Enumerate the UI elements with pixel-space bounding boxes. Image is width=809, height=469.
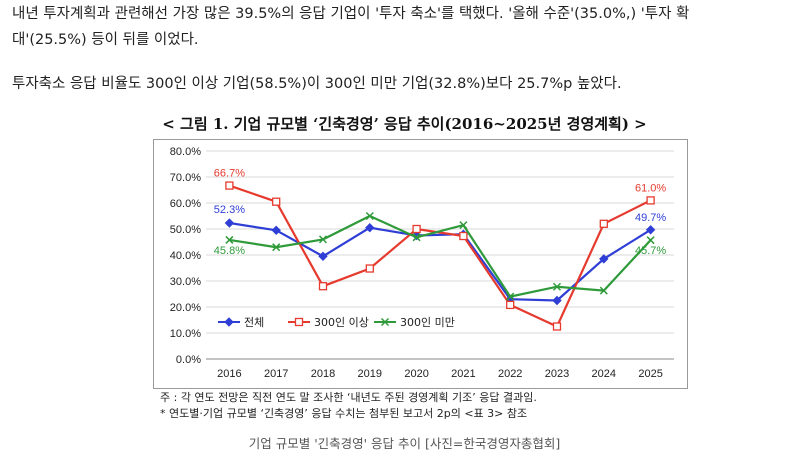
data-label: 61.0% <box>635 182 666 194</box>
y-tick-label: 40.0% <box>170 250 201 262</box>
x-tick-label: 2023 <box>545 368 569 380</box>
data-point-x <box>552 282 562 291</box>
figure-title: < 그림 1. 기업 규모별 ‘긴축경영’ 응답 추이(2016~2025년 경… <box>162 115 647 133</box>
x-tick-label: 2018 <box>311 368 335 380</box>
data-point-square <box>294 317 304 327</box>
data-point-square <box>552 322 562 331</box>
x-tick-label: 2022 <box>498 368 522 380</box>
data-point-diamond <box>552 295 562 306</box>
y-tick-label: 20.0% <box>170 302 201 314</box>
x-tick-label: 2019 <box>358 368 382 380</box>
data-point-x <box>506 292 515 301</box>
article-paragraph-1-line-2: 대'(25.5%) 등이 뒤를 이었다. <box>12 32 199 48</box>
data-label: 45.8% <box>214 245 245 257</box>
data-label: 66.7% <box>214 168 245 180</box>
x-tick-label: 2017 <box>264 368 288 380</box>
y-tick-label: 70.0% <box>170 172 201 184</box>
figure-note: 주 : 각 연도 전망은 직전 연도 말 조사한 ‘내년도 주된 경영계획 기조… <box>160 391 537 404</box>
x-tick-label: 2025 <box>638 368 662 380</box>
image-caption: 기업 규모별 '긴축경영' 응답 추이 [사진=한국경영자총협회] <box>248 436 561 451</box>
y-tick-label: 0.0% <box>176 354 201 366</box>
y-tick-label: 50.0% <box>170 224 201 236</box>
chart-frame: 0.0% 10.0% 20.0% 30.0% 40.0% 50.0% 60.0% 70.0% 8… <box>153 139 688 389</box>
data-point-diamond <box>365 222 375 233</box>
data-point-diamond <box>271 225 281 236</box>
data-point-x <box>272 243 281 252</box>
x-tick-label: 2016 <box>217 368 241 380</box>
legend-label: 전체 <box>244 316 264 329</box>
data-point-square <box>646 196 655 205</box>
data-point-x <box>412 233 421 242</box>
x-tick-label: 2024 <box>592 368 616 380</box>
x-tick-label: 2020 <box>404 368 428 380</box>
data-point-x <box>318 235 328 244</box>
data-label: 45.7% <box>635 245 666 257</box>
data-point-x <box>380 317 390 327</box>
series-line <box>229 214 652 298</box>
data-point-diamond <box>224 218 235 228</box>
y-tick-label: 10.0% <box>170 328 201 340</box>
series-line <box>229 184 652 328</box>
line-chart: 0.0% 10.0% 20.0% 30.0% 40.0% 50.0% 60.0% 70.0% 8… <box>170 146 674 380</box>
data-point-diamond <box>224 317 234 327</box>
x-tick-label: 2021 <box>451 368 475 380</box>
data-point-x <box>459 221 468 230</box>
data-point-square <box>272 197 281 206</box>
data-point-square <box>459 231 468 241</box>
data-point-square <box>225 181 234 190</box>
y-tick-label: 80.0% <box>170 146 201 158</box>
data-point-square <box>506 300 515 310</box>
data-label: 52.3% <box>214 204 245 216</box>
legend-label: 300인 이상 <box>314 316 369 329</box>
data-point-square <box>318 282 328 291</box>
article-paragraph-2: 투자축소 응답 비율도 300인 이상 기업(58.5%)이 300인 미만 기… <box>12 76 622 92</box>
y-tick-label: 60.0% <box>170 198 201 210</box>
data-point-square <box>365 264 374 273</box>
y-tick-label: 30.0% <box>170 276 201 288</box>
data-point-diamond <box>318 251 328 262</box>
legend-label: 300인 미만 <box>400 316 455 329</box>
data-point-diamond <box>599 254 609 264</box>
data-label: 49.7% <box>635 212 666 224</box>
data-point-x <box>646 236 655 245</box>
data-point-x <box>225 235 234 244</box>
data-point-square <box>412 224 421 234</box>
data-point-diamond <box>645 225 656 235</box>
data-point-square <box>599 219 608 228</box>
data-point-x <box>365 211 374 221</box>
data-point-x <box>599 286 608 295</box>
figure-footnote: * 연도별·기업 규모별 ‘긴축경영’ 응답 수치는 첨부된 보고서 2p의 <… <box>160 407 528 420</box>
article-paragraph-1-line-1: 내년 투자계획과 관련해선 가장 많은 39.5%의 응답 기업이 '투자 축소… <box>12 6 690 22</box>
